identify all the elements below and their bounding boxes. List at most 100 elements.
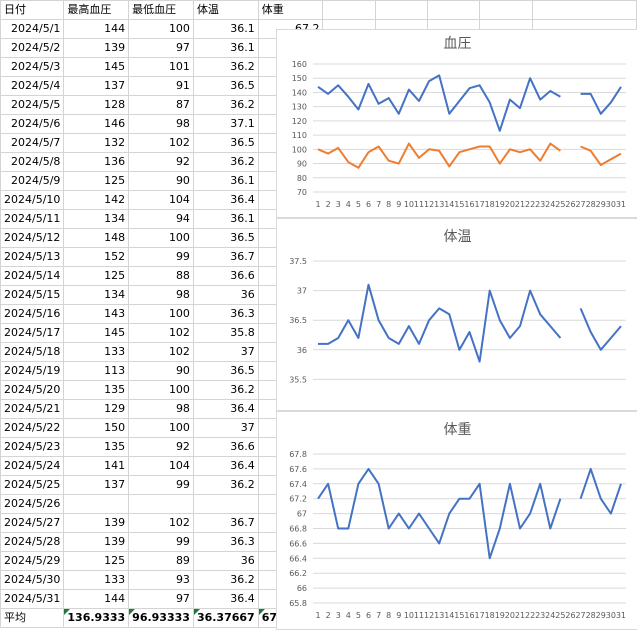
value-cell[interactable]: 100	[128, 19, 194, 39]
value-cell[interactable]: 36.1	[192, 38, 259, 58]
value-cell[interactable]: 145	[63, 323, 130, 343]
value-cell[interactable]: 92	[128, 437, 194, 457]
value-cell[interactable]: 146	[63, 114, 130, 134]
value-cell[interactable]: 97	[128, 589, 194, 609]
value-cell[interactable]: 36.4	[192, 190, 259, 210]
date-cell[interactable]: 2024/5/19	[0, 361, 65, 381]
value-cell[interactable]: 132	[63, 133, 130, 153]
value-cell[interactable]: 144	[63, 19, 130, 39]
value-cell[interactable]: 36.6	[192, 437, 259, 457]
value-cell[interactable]: 135	[63, 437, 130, 457]
value-cell[interactable]: 141	[63, 456, 130, 476]
value-cell[interactable]	[63, 494, 130, 514]
value-cell[interactable]: 139	[63, 532, 130, 552]
date-cell[interactable]: 2024/5/3	[0, 57, 65, 77]
value-cell[interactable]: 113	[63, 361, 130, 381]
value-cell[interactable]: 134	[63, 285, 130, 305]
value-cell[interactable]: 36.1	[192, 171, 259, 191]
value-cell[interactable]: 148	[63, 228, 130, 248]
date-cell[interactable]: 2024/5/4	[0, 76, 65, 96]
value-cell[interactable]: 36.2	[192, 475, 259, 495]
column-header[interactable]: 最低血圧	[128, 0, 194, 20]
value-cell[interactable]: 98	[128, 285, 194, 305]
value-cell[interactable]: 36	[192, 551, 259, 571]
value-cell[interactable]: 35.8	[192, 323, 259, 343]
date-cell[interactable]: 2024/5/2	[0, 38, 65, 58]
value-cell[interactable]: 144	[63, 589, 130, 609]
value-cell[interactable]: 98	[128, 399, 194, 419]
value-cell[interactable]: 36.1	[192, 209, 259, 229]
column-header[interactable]: 日付	[0, 0, 65, 20]
value-cell[interactable]: 125	[63, 266, 130, 286]
value-cell[interactable]: 36.3	[192, 532, 259, 552]
value-cell[interactable]: 100	[128, 304, 194, 324]
value-cell[interactable]	[192, 494, 259, 514]
date-cell[interactable]: 2024/5/17	[0, 323, 65, 343]
value-cell[interactable]: 99	[128, 532, 194, 552]
value-cell[interactable]: 137	[63, 76, 130, 96]
value-cell[interactable]: 102	[128, 133, 194, 153]
value-cell[interactable]: 142	[63, 190, 130, 210]
value-cell[interactable]: 36	[192, 285, 259, 305]
value-cell[interactable]: 90	[128, 171, 194, 191]
date-cell[interactable]: 2024/5/25	[0, 475, 65, 495]
value-cell[interactable]: 36.5	[192, 76, 259, 96]
value-cell[interactable]: 137	[63, 475, 130, 495]
date-cell[interactable]: 2024/5/26	[0, 494, 65, 514]
value-cell[interactable]: 134	[63, 209, 130, 229]
value-cell[interactable]: 36.4	[192, 399, 259, 419]
date-cell[interactable]: 2024/5/27	[0, 513, 65, 533]
body-weight-chart[interactable]: 体重 65.8 66 66.2 66.4 66.6 66.8 67 67.2 67.4 67.6 67…	[276, 411, 637, 630]
value-cell[interactable]: 36.1	[192, 19, 259, 39]
value-cell[interactable]: 88	[128, 266, 194, 286]
average-cell[interactable]: 36.37667	[192, 608, 259, 628]
value-cell[interactable]: 36.3	[192, 304, 259, 324]
value-cell[interactable]: 143	[63, 304, 130, 324]
value-cell[interactable]	[128, 494, 194, 514]
value-cell[interactable]: 94	[128, 209, 194, 229]
value-cell[interactable]: 36.4	[192, 589, 259, 609]
value-cell[interactable]: 145	[63, 57, 130, 77]
value-cell[interactable]: 133	[63, 570, 130, 590]
value-cell[interactable]: 100	[128, 380, 194, 400]
value-cell[interactable]: 150	[63, 418, 130, 438]
value-cell[interactable]: 104	[128, 456, 194, 476]
value-cell[interactable]: 36.2	[192, 152, 259, 172]
value-cell[interactable]: 91	[128, 76, 194, 96]
date-cell[interactable]: 2024/5/31	[0, 589, 65, 609]
value-cell[interactable]: 125	[63, 551, 130, 571]
column-header[interactable]: 体重	[257, 0, 324, 20]
date-cell[interactable]: 2024/5/14	[0, 266, 65, 286]
date-cell[interactable]: 2024/5/23	[0, 437, 65, 457]
value-cell[interactable]: 37	[192, 342, 259, 362]
date-cell[interactable]: 2024/5/28	[0, 532, 65, 552]
empty-cell[interactable]	[427, 0, 481, 20]
date-cell[interactable]: 2024/5/22	[0, 418, 65, 438]
value-cell[interactable]: 152	[63, 247, 130, 267]
date-cell[interactable]: 2024/5/5	[0, 95, 65, 115]
value-cell[interactable]: 36.6	[192, 266, 259, 286]
date-cell[interactable]: 2024/5/11	[0, 209, 65, 229]
date-cell[interactable]: 2024/5/6	[0, 114, 65, 134]
value-cell[interactable]: 90	[128, 361, 194, 381]
value-cell[interactable]: 97	[128, 38, 194, 58]
value-cell[interactable]: 102	[128, 323, 194, 343]
date-cell[interactable]: 2024/5/18	[0, 342, 65, 362]
value-cell[interactable]: 36.5	[192, 133, 259, 153]
date-cell[interactable]: 2024/5/7	[0, 133, 65, 153]
blood-pressure-chart[interactable]: 血圧 70 80 90 100 110 120 130 140 150 160 1 2 3 4 5 6 7 8 9 10…	[276, 29, 637, 218]
body-temperature-chart[interactable]: 体温 35.5 36 36.5 37 37.5	[276, 218, 637, 411]
empty-cell[interactable]	[322, 0, 376, 20]
column-header[interactable]: 体温	[192, 0, 259, 20]
value-cell[interactable]: 92	[128, 152, 194, 172]
value-cell[interactable]: 100	[128, 418, 194, 438]
value-cell[interactable]: 136	[63, 152, 130, 172]
empty-cell[interactable]	[479, 0, 533, 20]
value-cell[interactable]: 98	[128, 114, 194, 134]
date-cell[interactable]: 2024/5/16	[0, 304, 65, 324]
value-cell[interactable]: 133	[63, 342, 130, 362]
value-cell[interactable]: 139	[63, 38, 130, 58]
date-cell[interactable]: 2024/5/9	[0, 171, 65, 191]
average-cell[interactable]: 96.93333	[128, 608, 194, 628]
value-cell[interactable]: 36.7	[192, 513, 259, 533]
